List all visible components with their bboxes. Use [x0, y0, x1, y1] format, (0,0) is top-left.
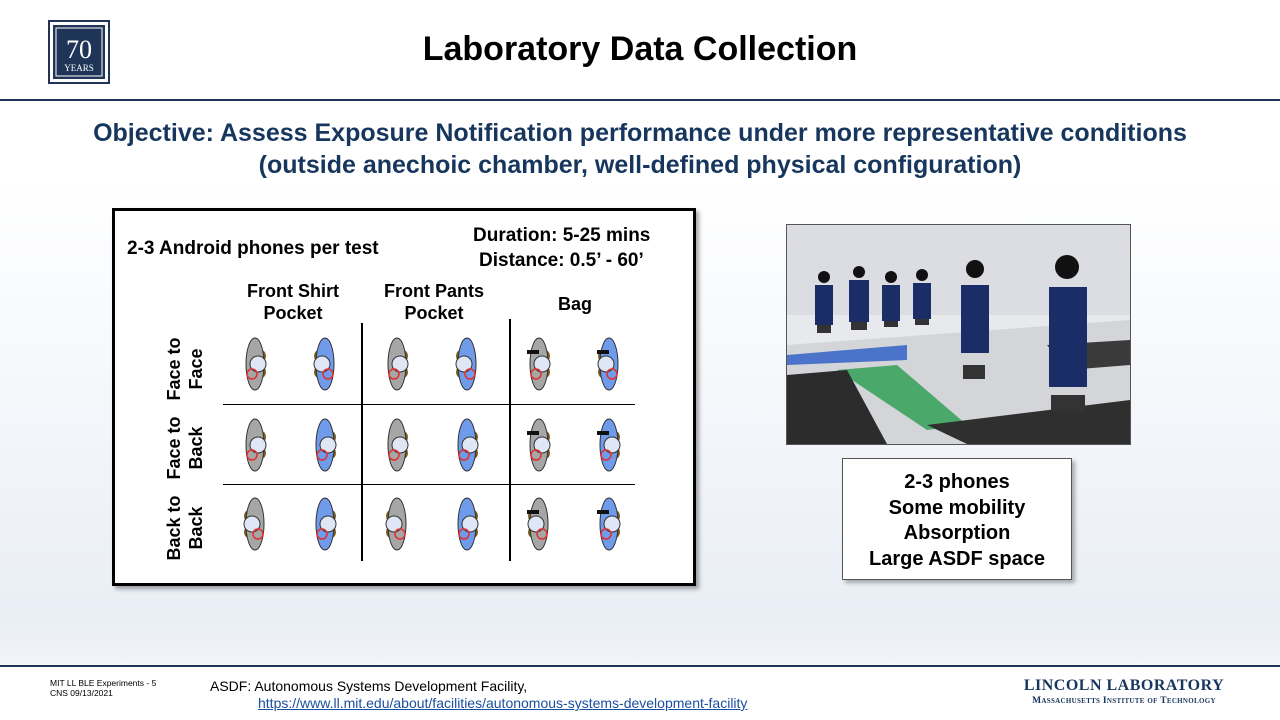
grid-divider-vertical-1	[361, 323, 363, 561]
person-b-figure	[313, 337, 335, 391]
person-a-figure	[527, 418, 551, 472]
column-header-shirt-pocket: Front Shirt Pocket	[247, 281, 339, 323]
bag-strap	[527, 510, 539, 514]
duration-label: Duration: 5-25 mins	[473, 225, 651, 246]
phones-per-test-label: 2-3 Android phones per test	[127, 238, 379, 259]
person-a-figure	[387, 418, 409, 472]
phone-marker	[246, 368, 258, 380]
person-b-figure	[457, 497, 479, 551]
phone-marker	[316, 449, 328, 461]
phone-marker	[388, 449, 400, 461]
bag-strap	[527, 350, 539, 354]
bag-strap	[597, 431, 609, 435]
footer-note: ASDF: Autonomous Systems Development Fac…	[210, 678, 528, 694]
phone-marker	[458, 528, 470, 540]
bag-strap	[527, 431, 539, 435]
person-a-figure	[385, 497, 407, 551]
summary-item: Some mobility	[888, 496, 1026, 519]
phone-marker	[246, 449, 258, 461]
grid-divider-horizontal-2	[223, 484, 635, 485]
asdf-facility-link[interactable]: https://www.ll.mit.edu/about/facilities/…	[258, 695, 748, 711]
grid-divider-horizontal-1	[223, 404, 635, 405]
person-b-figure	[597, 337, 619, 391]
phone-marker	[388, 368, 400, 380]
column-header-pants-pocket: Front Pants Pocket	[383, 281, 484, 323]
phone-marker	[458, 449, 470, 461]
phone-marker	[252, 528, 264, 540]
footer-divider	[0, 665, 1280, 667]
test-configuration-panel: 2-3 Android phones per test Duration: 5-…	[112, 208, 696, 586]
phone-marker	[606, 368, 618, 380]
summary-item: Absorption	[903, 522, 1011, 544]
bag-strap	[597, 510, 609, 514]
objective-line-1: Objective: Assess Exposure Notification …	[93, 119, 1187, 147]
footer-slide-info: MIT LL BLE Experiments - 5 CNS 09/13/202…	[50, 678, 156, 698]
grid-divider-vertical-2	[509, 319, 511, 561]
column-header-bag: Bag	[557, 294, 592, 314]
summary-box: 2-3 phones Some mobility Absorption Larg…	[842, 458, 1072, 580]
person-b-figure	[457, 418, 479, 472]
phone-marker	[530, 449, 542, 461]
person-a-figure	[243, 497, 265, 551]
person-b-figure	[597, 497, 621, 551]
phone-marker	[600, 449, 612, 461]
header-divider	[0, 99, 1280, 101]
logo-number: 70	[66, 35, 92, 64]
seventy-years-logo: 70 YEARS	[48, 20, 110, 84]
bag-strap	[597, 350, 609, 354]
person-a-figure	[245, 418, 267, 472]
date-reference: CNS 09/13/2021	[50, 688, 113, 698]
summary-item: 2-3 phones	[904, 471, 1010, 493]
body-orientation-diagram	[243, 337, 621, 551]
person-a-figure	[387, 337, 409, 391]
person-a-figure	[527, 337, 551, 391]
person-b-figure	[315, 418, 337, 472]
person-b-figure	[455, 337, 477, 391]
phone-marker	[600, 528, 612, 540]
phone-marker	[316, 528, 328, 540]
lab-photo	[786, 224, 1131, 445]
person-b-figure	[315, 497, 337, 551]
slide-reference: MIT LL BLE Experiments - 5	[50, 678, 157, 688]
phone-marker	[322, 368, 334, 380]
lincoln-laboratory-logo: LINCOLN LABORATORY Massachusetts Institu…	[1018, 677, 1230, 706]
person-a-figure	[245, 337, 267, 391]
summary-item: Large ASDF space	[869, 547, 1045, 570]
person-b-figure	[597, 418, 621, 472]
org-name: LINCOLN LABORATORY	[1023, 677, 1225, 694]
phone-marker	[394, 528, 406, 540]
person-a-figure	[527, 497, 549, 551]
phone-marker	[464, 368, 476, 380]
objective-text: Objective: Assess Exposure Notification …	[20, 117, 1260, 181]
distance-label: Distance: 0.5’ - 60’	[479, 250, 644, 271]
phone-marker	[530, 368, 542, 380]
objective-line-2: (outside anechoic chamber, well-defined …	[258, 151, 1022, 179]
phone-marker	[536, 528, 548, 540]
logo-word: YEARS	[64, 63, 94, 73]
org-subtitle: Massachusetts Institute of Technology	[1032, 696, 1216, 706]
slide-title: Laboratory Data Collection	[422, 30, 858, 68]
